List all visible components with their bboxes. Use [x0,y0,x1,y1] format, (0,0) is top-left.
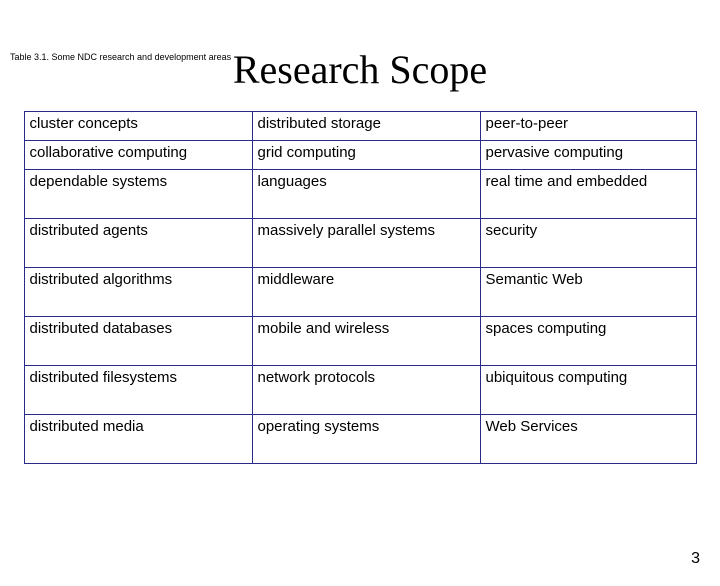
table-cell: ubiquitous computing [480,366,696,415]
table-cell: spaces computing [480,317,696,366]
table-cell: distributed storage [252,112,480,141]
table-cell: distributed databases [24,317,252,366]
table-cell: languages [252,170,480,219]
table-row: distributed media operating systems Web … [24,415,696,464]
table-cell: grid computing [252,141,480,170]
table-cell: network protocols [252,366,480,415]
table-row: collaborative computing grid computing p… [24,141,696,170]
page-number: 3 [691,550,700,568]
table-cell: security [480,219,696,268]
table-row: distributed filesystems network protocol… [24,366,696,415]
table-cell: pervasive computing [480,141,696,170]
table-cell: Web Services [480,415,696,464]
table-cell: cluster concepts [24,112,252,141]
table-row: distributed agents massively parallel sy… [24,219,696,268]
table-cell: distributed filesystems [24,366,252,415]
table-cell: real time and embedded [480,170,696,219]
table-cell: distributed media [24,415,252,464]
table-row: cluster concepts distributed storage pee… [24,112,696,141]
table-cell: distributed algorithms [24,268,252,317]
table-cell: peer-to-peer [480,112,696,141]
table-cell: Semantic Web [480,268,696,317]
table-cell: distributed agents [24,219,252,268]
table-cell: dependable systems [24,170,252,219]
table-cell: middleware [252,268,480,317]
table-row: distributed algorithms middleware Semant… [24,268,696,317]
table-caption: Table 3.1. Some NDC research and develop… [10,52,231,62]
table-cell: massively parallel systems [252,219,480,268]
table-cell: collaborative computing [24,141,252,170]
table-row: distributed databases mobile and wireles… [24,317,696,366]
table-row: dependable systems languages real time a… [24,170,696,219]
table-cell: mobile and wireless [252,317,480,366]
table-cell: operating systems [252,415,480,464]
research-scope-table: cluster concepts distributed storage pee… [24,111,697,464]
